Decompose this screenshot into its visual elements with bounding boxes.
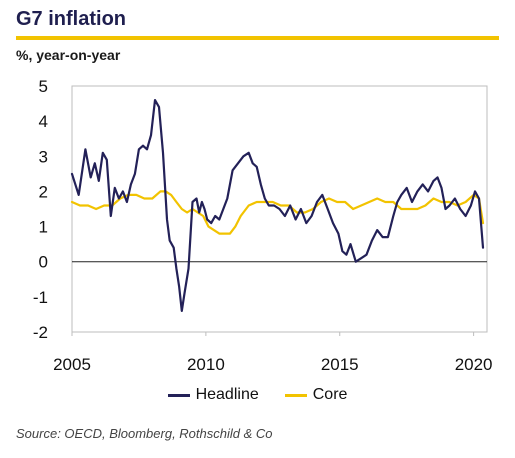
plot-frame [71,85,488,333]
legend-item-core: Core [284,386,348,404]
y-tick-label: -1 [33,288,48,307]
series-lines [70,98,485,312]
series-line-headline [70,98,485,312]
legend: Headline Core [0,386,515,404]
legend-item-headline: Headline [167,386,259,404]
y-tick-label: 1 [39,218,48,237]
x-tick-label: 2020 [455,355,493,374]
source-note: Source: OECD, Bloomberg, Rothschild & Co [16,426,273,441]
x-tick-label: 2010 [187,355,225,374]
series-line-core [70,190,485,235]
y-tick-label: 0 [39,253,48,272]
chart-title: G7 inflation [16,8,126,30]
y-tick-label: 5 [39,77,48,96]
y-tick-label: 2 [39,182,48,201]
y-tick-label: 3 [39,147,48,166]
x-tick-label: 2015 [321,355,359,374]
y-tick-label: 4 [39,112,48,131]
y-tick-label: -2 [33,323,48,342]
x-tick-labels: 2005 2010 2015 2020 [53,332,493,374]
x-tick-label: 2005 [53,355,91,374]
title-underline [16,36,499,40]
axes-frame [71,85,488,333]
legend-label-core: Core [312,386,348,403]
legend-swatch-headline [167,393,190,397]
legend-swatch-core [284,393,307,397]
y-axis-label: %, year-on-year [16,47,121,63]
legend-label-headline: Headline [195,386,259,403]
y-tick-labels: 5 4 3 2 1 0 -1 -2 [33,77,48,342]
